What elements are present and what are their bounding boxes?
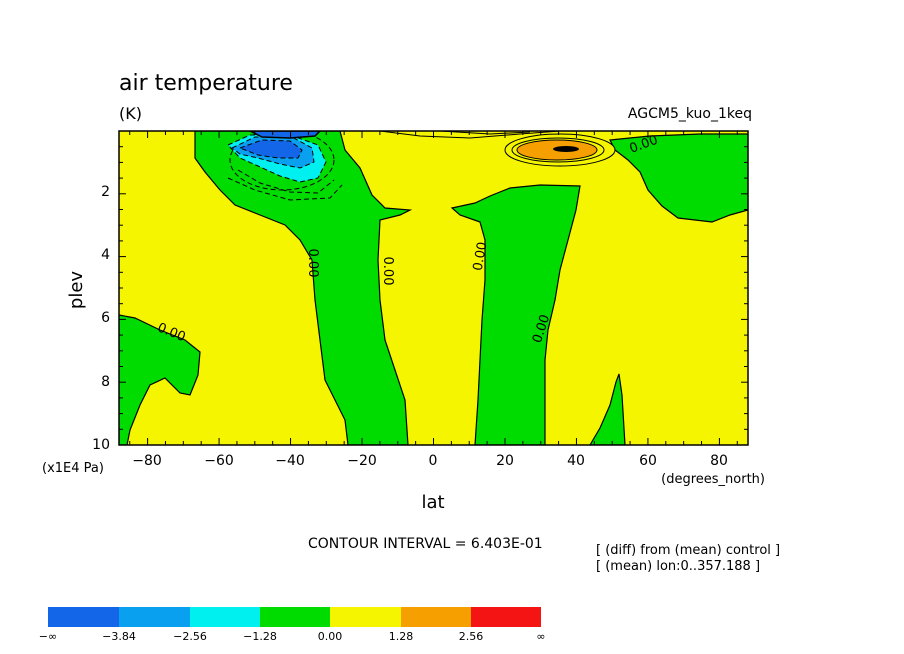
cold-anomaly-dashed-arc <box>237 169 335 194</box>
dataset-label: AGCM5_kuo_1keq <box>628 106 752 122</box>
x-tick-label: 20 <box>496 453 514 469</box>
x-tick-label: 60 <box>639 453 657 469</box>
colorbar-label: 0.00 <box>318 630 343 643</box>
colorbar-swatch <box>48 607 119 627</box>
colorbar-label: 2.56 <box>459 630 484 643</box>
warm-contour-top-2 <box>439 131 531 135</box>
colorbar-label: −3.84 <box>102 630 136 643</box>
colorbar-label: −2.56 <box>173 630 207 643</box>
y-axis-units: (x1E4 Pa) <box>42 461 104 476</box>
x-axis-label: lat <box>421 492 444 513</box>
note-diff: [ (diff) from (mean) control ] <box>596 543 780 558</box>
negative-region-upper-right <box>609 133 748 223</box>
colorbar-swatch <box>119 607 190 627</box>
x-tick-labels: −80 −60 −40 −20 0 20 40 60 80 <box>132 453 728 469</box>
warm-anomaly-core <box>553 146 579 152</box>
cold-anomaly-blue <box>238 139 303 159</box>
warm-contour-mid <box>511 137 605 163</box>
colorbar-swatch <box>260 607 330 627</box>
x-tick-label: 0 <box>429 453 438 469</box>
colorbar-swatch <box>401 607 471 627</box>
x-tick-label: 80 <box>710 453 728 469</box>
x-tick-label: −60 <box>204 453 234 469</box>
y-tick-label: 8 <box>101 374 110 390</box>
negative-region-west <box>119 314 201 445</box>
chart-units: (K) <box>119 104 142 123</box>
negative-region-northern <box>450 184 581 445</box>
colorbar: −∞ −3.84 −2.56 −1.28 0.00 1.28 2.56 ∞ <box>39 607 546 643</box>
y-tick-label: 2 <box>101 184 110 200</box>
x-tick-label: −20 <box>347 453 377 469</box>
colorbar-swatch <box>190 607 260 627</box>
cold-anomaly-dashed-arc-2 <box>227 177 343 201</box>
axis-ticks <box>119 131 748 445</box>
y-axis-label: plev <box>66 271 87 310</box>
contour-labels: 0.00 0.00 0.00 0.00 0.00 0.00 <box>155 133 660 345</box>
y-tick-label: 4 <box>101 247 110 263</box>
warm-contour-top <box>379 131 561 139</box>
negative-region-east-low <box>589 373 626 445</box>
negative-region-southern <box>194 131 413 445</box>
contour-label: 0.00 <box>380 257 395 286</box>
y-tick-labels: 2 4 6 8 10 <box>92 184 110 453</box>
colorbar-label: −1.28 <box>243 630 277 643</box>
colorbar-swatch <box>330 607 401 627</box>
colorbar-label: ∞ <box>536 630 545 643</box>
y-tick-label: 6 <box>101 310 110 326</box>
x-axis-units: (degrees_north) <box>661 472 765 487</box>
colorbar-label: 1.28 <box>389 630 414 643</box>
colorbar-label: −∞ <box>39 630 57 643</box>
colorbar-swatch <box>471 607 541 627</box>
contour-label: 0.00 <box>305 249 320 278</box>
contour-interval-text: CONTOUR INTERVAL = 6.403E-01 <box>308 536 543 552</box>
x-tick-label: −80 <box>132 453 162 469</box>
plot-area <box>119 131 748 445</box>
cold-anomaly-top-edge <box>249 131 322 139</box>
contour-label: 0.00 <box>471 241 491 272</box>
chart-title: air temperature <box>119 71 293 96</box>
y-tick-label: 10 <box>92 437 110 453</box>
note-mean: [ (mean) lon:0..357.188 ] <box>596 559 760 574</box>
x-tick-label: −40 <box>275 453 305 469</box>
x-tick-label: 40 <box>567 453 585 469</box>
